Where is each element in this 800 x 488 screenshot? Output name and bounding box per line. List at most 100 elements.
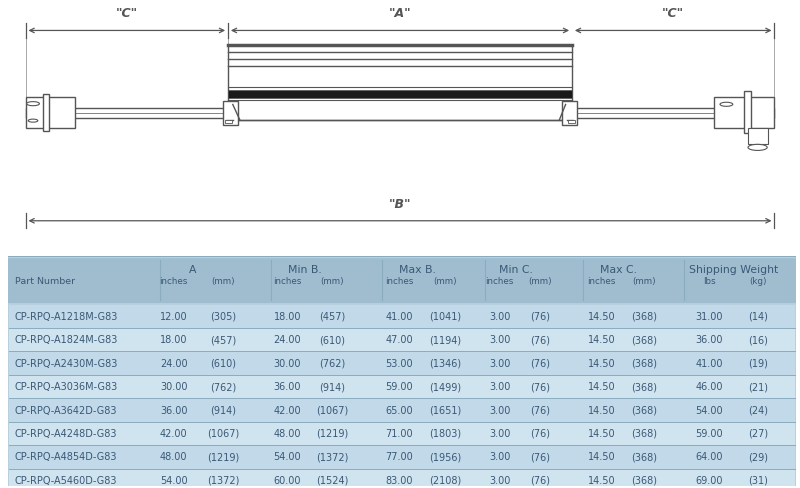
Text: 64.00: 64.00 bbox=[695, 452, 723, 463]
Text: 18.00: 18.00 bbox=[274, 312, 301, 322]
Text: (1219): (1219) bbox=[207, 452, 239, 463]
Text: (76): (76) bbox=[530, 335, 550, 345]
Text: 3.00: 3.00 bbox=[489, 406, 510, 415]
Bar bbox=[228, 45, 572, 120]
FancyBboxPatch shape bbox=[6, 258, 798, 303]
Text: 36.00: 36.00 bbox=[274, 382, 301, 392]
Text: 54.00: 54.00 bbox=[695, 406, 723, 415]
Text: 60.00: 60.00 bbox=[274, 476, 301, 486]
Text: 14.50: 14.50 bbox=[588, 335, 615, 345]
Text: (368): (368) bbox=[631, 359, 658, 368]
Circle shape bbox=[26, 102, 39, 106]
Text: (21): (21) bbox=[748, 382, 768, 392]
Circle shape bbox=[28, 119, 38, 122]
Text: 14.50: 14.50 bbox=[588, 429, 615, 439]
Text: 3.00: 3.00 bbox=[489, 452, 510, 463]
Text: Max B.: Max B. bbox=[398, 265, 435, 275]
Text: Max C.: Max C. bbox=[600, 265, 637, 275]
Text: (610): (610) bbox=[319, 335, 345, 345]
Text: (914): (914) bbox=[210, 406, 237, 415]
Text: inches: inches bbox=[587, 277, 616, 285]
Text: 65.00: 65.00 bbox=[385, 406, 413, 415]
Text: 47.00: 47.00 bbox=[385, 335, 413, 345]
Text: 42.00: 42.00 bbox=[274, 406, 301, 415]
Text: 14.50: 14.50 bbox=[588, 359, 615, 368]
Text: 71.00: 71.00 bbox=[385, 429, 413, 439]
Text: (368): (368) bbox=[631, 406, 658, 415]
Text: (914): (914) bbox=[319, 382, 345, 392]
Text: 54.00: 54.00 bbox=[274, 452, 301, 463]
Text: (76): (76) bbox=[530, 429, 550, 439]
Text: (kg): (kg) bbox=[750, 277, 767, 285]
Bar bbox=[9, 469, 795, 488]
Text: CP-RPQ-A5460D-G83: CP-RPQ-A5460D-G83 bbox=[15, 476, 118, 486]
Bar bbox=[714, 98, 774, 128]
Text: 24.00: 24.00 bbox=[274, 335, 301, 345]
Text: 46.00: 46.00 bbox=[695, 382, 723, 392]
Text: (mm): (mm) bbox=[433, 277, 457, 285]
Text: (76): (76) bbox=[530, 406, 550, 415]
Circle shape bbox=[720, 102, 733, 106]
Text: 3.00: 3.00 bbox=[489, 335, 510, 345]
Text: (16): (16) bbox=[748, 335, 768, 345]
Text: inches: inches bbox=[385, 277, 413, 285]
Bar bbox=[26, 98, 75, 128]
Text: (305): (305) bbox=[210, 312, 237, 322]
Text: CP-RPQ-A3642D-G83: CP-RPQ-A3642D-G83 bbox=[15, 406, 118, 415]
Text: (19): (19) bbox=[748, 359, 768, 368]
Text: 3.00: 3.00 bbox=[489, 359, 510, 368]
Text: 48.00: 48.00 bbox=[160, 452, 187, 463]
Bar bbox=[562, 101, 577, 125]
Bar bbox=[225, 121, 231, 122]
Text: "C": "C" bbox=[116, 7, 138, 20]
Text: (368): (368) bbox=[631, 429, 658, 439]
Text: (76): (76) bbox=[530, 382, 550, 392]
Text: (368): (368) bbox=[631, 335, 658, 345]
Text: (1499): (1499) bbox=[429, 382, 461, 392]
Text: 18.00: 18.00 bbox=[160, 335, 187, 345]
Text: 48.00: 48.00 bbox=[274, 429, 301, 439]
Text: 30.00: 30.00 bbox=[274, 359, 301, 368]
Text: (1346): (1346) bbox=[429, 359, 461, 368]
Text: 42.00: 42.00 bbox=[160, 429, 187, 439]
Text: (368): (368) bbox=[631, 476, 658, 486]
Text: "B": "B" bbox=[389, 198, 411, 211]
Text: (2108): (2108) bbox=[429, 476, 461, 486]
Text: A: A bbox=[189, 265, 196, 275]
Text: 36.00: 36.00 bbox=[160, 406, 187, 415]
Bar bbox=[223, 101, 238, 125]
Bar bbox=[9, 399, 795, 422]
Text: 31.00: 31.00 bbox=[695, 312, 723, 322]
Circle shape bbox=[748, 144, 767, 150]
Text: 14.50: 14.50 bbox=[588, 406, 615, 415]
Text: lbs: lbs bbox=[703, 277, 715, 285]
Text: (1372): (1372) bbox=[316, 452, 348, 463]
Text: (14): (14) bbox=[748, 312, 768, 322]
Text: (mm): (mm) bbox=[212, 277, 235, 285]
Text: (1219): (1219) bbox=[316, 429, 348, 439]
Text: 53.00: 53.00 bbox=[385, 359, 413, 368]
Text: (mm): (mm) bbox=[528, 277, 551, 285]
Text: (1956): (1956) bbox=[429, 452, 461, 463]
Bar bbox=[748, 128, 768, 143]
Text: (1524): (1524) bbox=[316, 476, 348, 486]
Text: 14.50: 14.50 bbox=[588, 382, 615, 392]
Text: (610): (610) bbox=[210, 359, 237, 368]
Text: (762): (762) bbox=[319, 359, 346, 368]
Text: CP-RPQ-A1824M-G83: CP-RPQ-A1824M-G83 bbox=[15, 335, 118, 345]
Text: (457): (457) bbox=[210, 335, 237, 345]
Text: 59.00: 59.00 bbox=[385, 382, 413, 392]
Text: (1067): (1067) bbox=[207, 429, 239, 439]
Text: 14.50: 14.50 bbox=[588, 312, 615, 322]
Text: (mm): (mm) bbox=[633, 277, 656, 285]
Bar bbox=[9, 375, 795, 398]
Bar bbox=[744, 91, 750, 133]
Text: "A": "A" bbox=[389, 7, 411, 20]
Text: (1067): (1067) bbox=[316, 406, 348, 415]
Text: inches: inches bbox=[486, 277, 514, 285]
Text: (31): (31) bbox=[748, 476, 768, 486]
Text: (29): (29) bbox=[748, 452, 768, 463]
Text: (457): (457) bbox=[319, 312, 346, 322]
Text: (368): (368) bbox=[631, 452, 658, 463]
Text: 59.00: 59.00 bbox=[695, 429, 723, 439]
